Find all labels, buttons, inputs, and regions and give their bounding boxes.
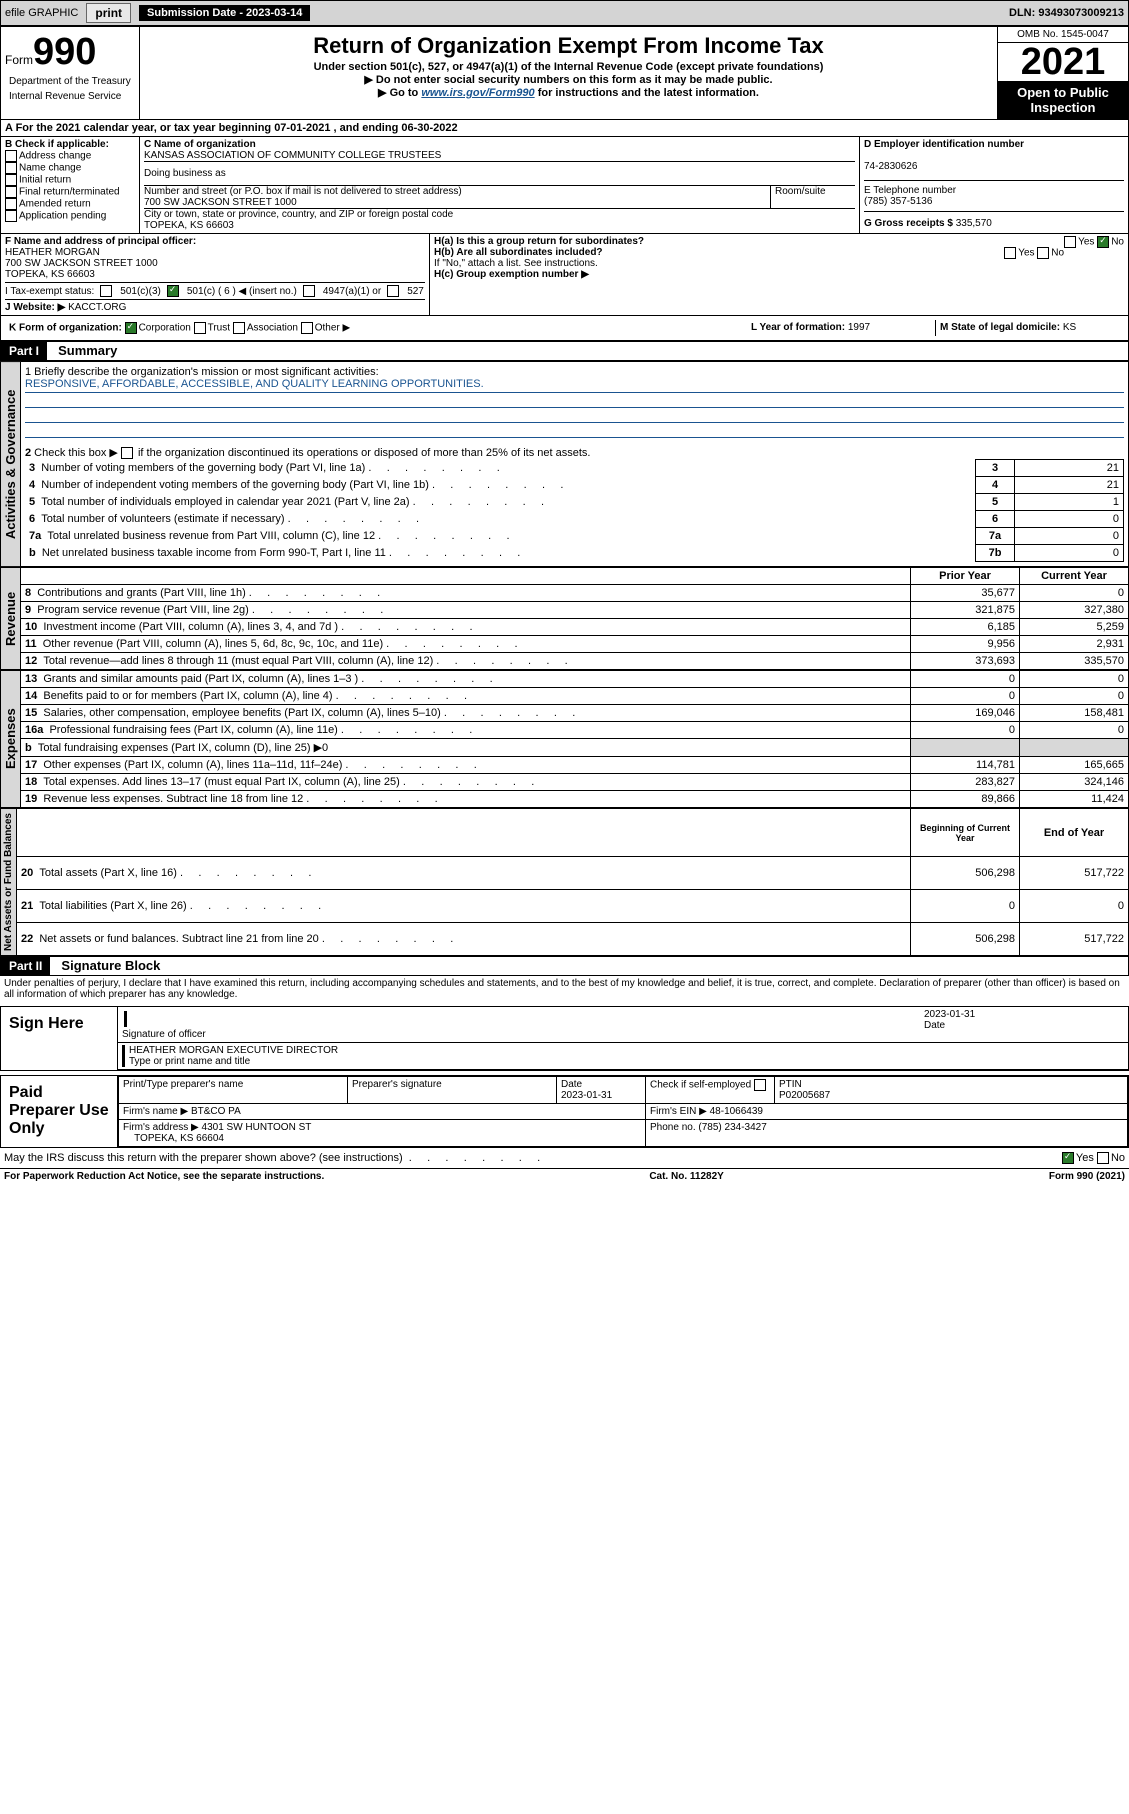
- officer-title-label: Type or print name and title: [129, 1056, 250, 1067]
- identity-block: B Check if applicable: Address change Na…: [0, 137, 1129, 234]
- g-gross-label: G Gross receipts $: [864, 218, 953, 229]
- goto-pre: ▶ Go to: [378, 87, 421, 99]
- goto-post: for instructions and the latest informat…: [538, 87, 759, 99]
- vert-net: Net Assets or Fund Balances: [0, 808, 17, 956]
- street: 700 SW JACKSON STREET 1000: [144, 197, 297, 208]
- declaration: Under penalties of perjury, I declare th…: [0, 976, 1129, 1002]
- check-assoc[interactable]: [233, 322, 245, 334]
- hb-label: H(b) Are all subordinates included?: [434, 247, 603, 258]
- sig-date-label: Date: [924, 1020, 945, 1031]
- j-label: J Website: ▶: [5, 302, 65, 313]
- f-label: F Name and address of principal officer:: [5, 236, 196, 247]
- irs-label: Internal Revenue Service: [5, 89, 135, 104]
- paid-preparer-block: Paid Preparer Use Only Print/Type prepar…: [0, 1075, 1129, 1148]
- city-label: City or town, state or province, country…: [144, 209, 453, 220]
- officer-addr2: TOPEKA, KS 66603: [5, 269, 95, 280]
- may-irs-yes[interactable]: [1062, 1152, 1074, 1164]
- d-ein-label: D Employer identification number: [864, 139, 1024, 150]
- hc-label: H(c) Group exemption number ▶: [434, 269, 589, 280]
- expenses-section: Expenses 13 Grants and similar amounts p…: [0, 670, 1129, 808]
- revenue-table: Prior YearCurrent Year8 Contributions an…: [21, 567, 1129, 670]
- form-label: Form: [5, 53, 33, 67]
- check-501c3[interactable]: [100, 285, 112, 297]
- part1-title: Summary: [50, 343, 117, 358]
- dba-label: Doing business as: [144, 168, 226, 179]
- k-label: K Form of organization:: [9, 323, 122, 334]
- website: KACCT.ORG: [68, 302, 126, 313]
- section-b: B Check if applicable: Address change Na…: [1, 137, 140, 233]
- year-formation: 1997: [848, 322, 870, 333]
- gross-value: 335,570: [956, 218, 992, 229]
- expenses-table: 13 Grants and similar amounts paid (Part…: [21, 670, 1129, 808]
- vert-revenue: Revenue: [0, 567, 21, 670]
- hb-note: If "No," attach a list. See instructions…: [434, 258, 1124, 269]
- check-4947[interactable]: [303, 285, 315, 297]
- city: TOPEKA, KS 66603: [144, 220, 234, 231]
- check-trust[interactable]: [194, 322, 206, 334]
- sig-officer-label: Signature of officer: [122, 1029, 206, 1040]
- form-subtitle: Under section 501(c), 527, or 4947(a)(1)…: [144, 61, 993, 73]
- vert-expenses: Expenses: [0, 670, 21, 808]
- officer-name: HEATHER MORGAN: [5, 247, 100, 258]
- footer-left: For Paperwork Reduction Act Notice, see …: [4, 1171, 324, 1182]
- part2-header: Part II: [1, 957, 50, 975]
- room-label: Room/suite: [775, 186, 826, 197]
- netassets-section: Net Assets or Fund Balances Beginning of…: [0, 808, 1129, 956]
- part2: Part II Signature Block: [0, 956, 1129, 976]
- irs-link[interactable]: www.irs.gov/Form990: [421, 87, 534, 99]
- section-a-line: A For the 2021 calendar year, or tax yea…: [0, 120, 1129, 137]
- sign-here: Sign Here: [1, 1007, 117, 1070]
- tax-year: 2021: [998, 43, 1128, 81]
- ssn-warning: ▶ Do not enter social security numbers o…: [144, 73, 993, 86]
- klm-row: K Form of organization: Corporation Trus…: [0, 316, 1129, 341]
- dln: DLN: 93493073009213: [1009, 7, 1124, 19]
- sign-here-block: Sign Here Signature of officer 2023-01-3…: [0, 1006, 1129, 1071]
- i-label: I Tax-exempt status:: [5, 286, 94, 297]
- may-irs-discuss: May the IRS discuss this return with the…: [0, 1148, 1129, 1168]
- q2: 2 Check this box ▶ if the organization d…: [25, 446, 1124, 459]
- officer-printed: HEATHER MORGAN EXECUTIVE DIRECTOR: [129, 1045, 338, 1056]
- q1: 1 Briefly describe the organization's mi…: [25, 366, 1124, 378]
- check-527[interactable]: [387, 285, 399, 297]
- ha-label: H(a) Is this a group return for subordin…: [434, 236, 644, 247]
- m-label: M State of legal domicile:: [940, 322, 1060, 333]
- sig-date: 2023-01-31: [924, 1009, 975, 1020]
- street-label: Number and street (or P.O. box if mail i…: [144, 186, 462, 197]
- officer-block: F Name and address of principal officer:…: [0, 234, 1129, 316]
- topbar: efile GRAPHIC print Submission Date - 20…: [0, 0, 1129, 26]
- dept-treasury: Department of the Treasury: [5, 74, 135, 89]
- footer-center: Cat. No. 11282Y: [649, 1171, 723, 1182]
- phone-value: (785) 357-5136: [864, 196, 932, 207]
- mission: RESPONSIVE, AFFORDABLE, ACCESSIBLE, AND …: [25, 378, 1124, 393]
- efile-label: efile GRAPHIC: [5, 7, 78, 19]
- ein-value: 74-2830626: [864, 161, 917, 172]
- check-other[interactable]: [301, 322, 313, 334]
- form-title: Return of Organization Exempt From Incom…: [144, 33, 993, 59]
- domicile: KS: [1063, 322, 1076, 333]
- submission-date: Submission Date - 2023-03-14: [139, 5, 310, 21]
- net-table: Beginning of Current YearEnd of Year20 T…: [17, 808, 1129, 956]
- officer-addr1: 700 SW JACKSON STREET 1000: [5, 258, 158, 269]
- activities-section: Activities & Governance 1 Briefly descri…: [0, 361, 1129, 567]
- vert-activities: Activities & Governance: [0, 361, 21, 567]
- paid-preparer-label: Paid Preparer Use Only: [1, 1076, 117, 1147]
- check-corp[interactable]: [125, 322, 137, 334]
- c-name-label: C Name of organization: [144, 139, 256, 150]
- org-name: KANSAS ASSOCIATION OF COMMUNITY COLLEGE …: [144, 150, 441, 161]
- form-number: 990: [33, 31, 96, 74]
- print-button[interactable]: print: [86, 3, 131, 23]
- open-public: Open to Public Inspection: [998, 81, 1128, 119]
- check-501c[interactable]: [167, 285, 179, 297]
- revenue-section: Revenue Prior YearCurrent Year8 Contribu…: [0, 567, 1129, 670]
- part1-header: Part I: [1, 342, 47, 360]
- l-label: L Year of formation:: [751, 322, 845, 333]
- part1: Part I Summary: [0, 341, 1129, 361]
- form-header: Form 990 Department of the Treasury Inte…: [0, 26, 1129, 120]
- e-phone-label: E Telephone number: [864, 185, 956, 196]
- part2-title: Signature Block: [53, 958, 160, 973]
- may-irs-no[interactable]: [1097, 1152, 1109, 1164]
- footer-right: Form 990 (2021): [1049, 1171, 1125, 1182]
- governance-table: 3 Number of voting members of the govern…: [25, 459, 1124, 562]
